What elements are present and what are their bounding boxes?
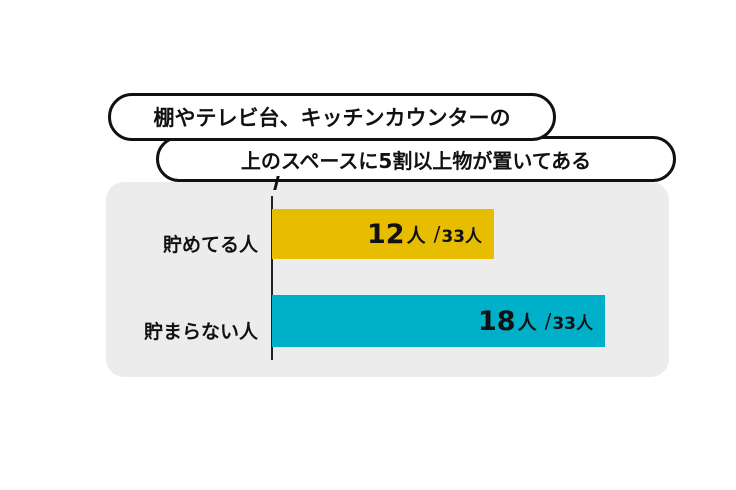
bar-value-part: / (433, 222, 441, 246)
title-line-2: 上のスペースに5割以上物が置いてある (156, 136, 676, 182)
bar-value-part: / (544, 309, 552, 333)
category-label: 貯めてる人 (162, 234, 258, 256)
bar-value-label: 12 人 /33人 (272, 213, 482, 255)
bar (272, 209, 494, 259)
bar (272, 295, 605, 347)
category-label: 貯まらない人 (143, 321, 258, 343)
bar-value-part: 33人 (441, 226, 482, 247)
bar-value-part: 人 (406, 224, 426, 247)
bar-value-label: 18 人 /33人 (272, 299, 593, 343)
bar-value-part: 12 (366, 218, 405, 250)
bar-value-part: 33人 (552, 313, 593, 334)
bar-value-part: 18 (477, 305, 516, 337)
y-axis-line (271, 196, 273, 360)
title-line-1: 棚やテレビ台、キッチンカウンターの (108, 93, 556, 141)
bar-value-part: 人 (517, 311, 537, 334)
